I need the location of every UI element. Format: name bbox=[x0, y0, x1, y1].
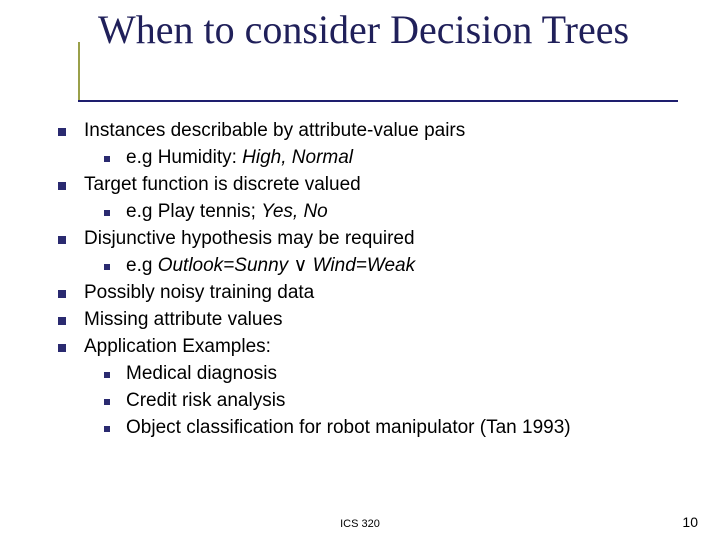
sub-prefix: e.g Play tennis; bbox=[126, 201, 261, 222]
list-item: Missing attribute values bbox=[40, 307, 708, 334]
footer-page-number: 10 bbox=[682, 514, 698, 530]
title-underline bbox=[78, 100, 678, 102]
sub-italic-left: Outlook=Sunny bbox=[158, 255, 294, 276]
list-item: e.g Humidity: High, Normal bbox=[84, 145, 708, 172]
sub-list: e.g Humidity: High, Normal bbox=[84, 145, 708, 172]
sub-text: Object classification for robot manipula… bbox=[126, 417, 571, 438]
list-item: Credit risk analysis bbox=[84, 388, 708, 415]
sub-italic: Yes, No bbox=[261, 201, 328, 222]
sub-list: e.g Play tennis; Yes, No bbox=[84, 199, 708, 226]
sub-italic: High, Normal bbox=[242, 147, 353, 168]
bullet-text: Instances describable by attribute-value… bbox=[84, 120, 465, 141]
list-item: Disjunctive hypothesis may be required e… bbox=[40, 226, 708, 280]
bullet-text: Disjunctive hypothesis may be required bbox=[84, 228, 415, 249]
slide-body: Instances describable by attribute-value… bbox=[40, 118, 708, 442]
bullet-text: Application Examples: bbox=[84, 336, 271, 357]
sub-italic-right: Wind=Weak bbox=[307, 255, 415, 276]
list-item: Instances describable by attribute-value… bbox=[40, 118, 708, 172]
sub-prefix: e.g bbox=[126, 255, 158, 276]
sub-prefix: e.g Humidity: bbox=[126, 147, 242, 168]
bullet-text: Possibly noisy training data bbox=[84, 282, 314, 303]
bullet-text: Missing attribute values bbox=[84, 309, 283, 330]
footer-course: ICS 320 bbox=[0, 518, 720, 530]
list-item: e.g Play tennis; Yes, No bbox=[84, 199, 708, 226]
sub-text: Medical diagnosis bbox=[126, 363, 277, 384]
bullet-list: Instances describable by attribute-value… bbox=[40, 118, 708, 442]
list-item: Application Examples: Medical diagnosis … bbox=[40, 334, 708, 442]
list-item: Possibly noisy training data bbox=[40, 280, 708, 307]
sub-list: Medical diagnosis Credit risk analysis O… bbox=[84, 361, 708, 442]
sub-list: e.g Outlook=Sunny ∨ Wind=Weak bbox=[84, 253, 708, 280]
title-accent-tick bbox=[78, 42, 80, 102]
sub-text: Credit risk analysis bbox=[126, 390, 285, 411]
or-symbol: ∨ bbox=[293, 255, 307, 276]
title-container: When to consider Decision Trees bbox=[98, 8, 700, 51]
list-item: Medical diagnosis bbox=[84, 361, 708, 388]
list-item: Target function is discrete valued e.g P… bbox=[40, 172, 708, 226]
list-item: Object classification for robot manipula… bbox=[84, 415, 708, 442]
bullet-text: Target function is discrete valued bbox=[84, 174, 361, 195]
slide-title: When to consider Decision Trees bbox=[98, 8, 700, 51]
list-item: e.g Outlook=Sunny ∨ Wind=Weak bbox=[84, 253, 708, 280]
